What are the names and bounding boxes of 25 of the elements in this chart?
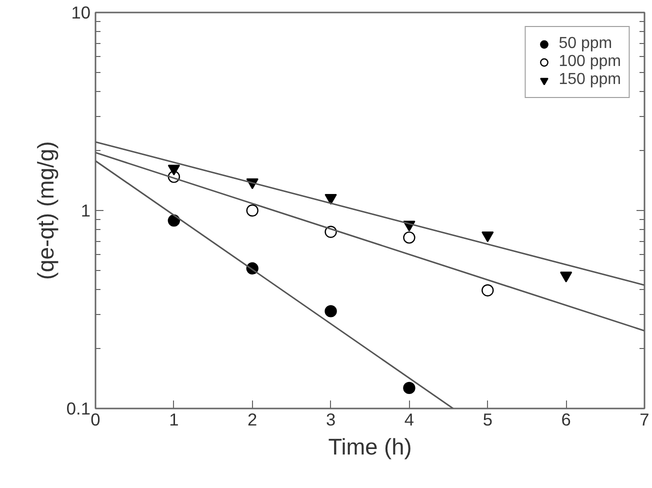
point [482,231,494,242]
point [324,194,337,205]
point [246,204,258,217]
x-axis-title: Time (h) [328,434,412,460]
y-tick-label: 0.1 [66,398,91,418]
x-tick-label: 3 [326,410,336,430]
x-tick-label: 7 [640,410,650,430]
y-axis-title: (qe-qt) (mg/g) [32,141,58,280]
x-tick-label: 1 [169,410,179,430]
y-tick-label: 1 [80,200,91,220]
point [482,284,494,296]
point [403,382,416,394]
point [403,231,416,244]
legend-label: 100 ppm [558,53,621,71]
x-tick-label: 5 [482,410,492,430]
legend-label: 50 ppm [558,35,612,53]
legend-label: 150 ppm [558,71,621,89]
x-tick-label: 2 [248,410,258,430]
point [168,164,180,176]
x-tick-label: 6 [561,410,571,430]
x-tick-label: 0 [90,410,100,430]
point [560,272,572,282]
point [324,305,337,318]
y-tick-label: 10 [71,2,91,22]
x-tick-label: 4 [404,410,414,430]
